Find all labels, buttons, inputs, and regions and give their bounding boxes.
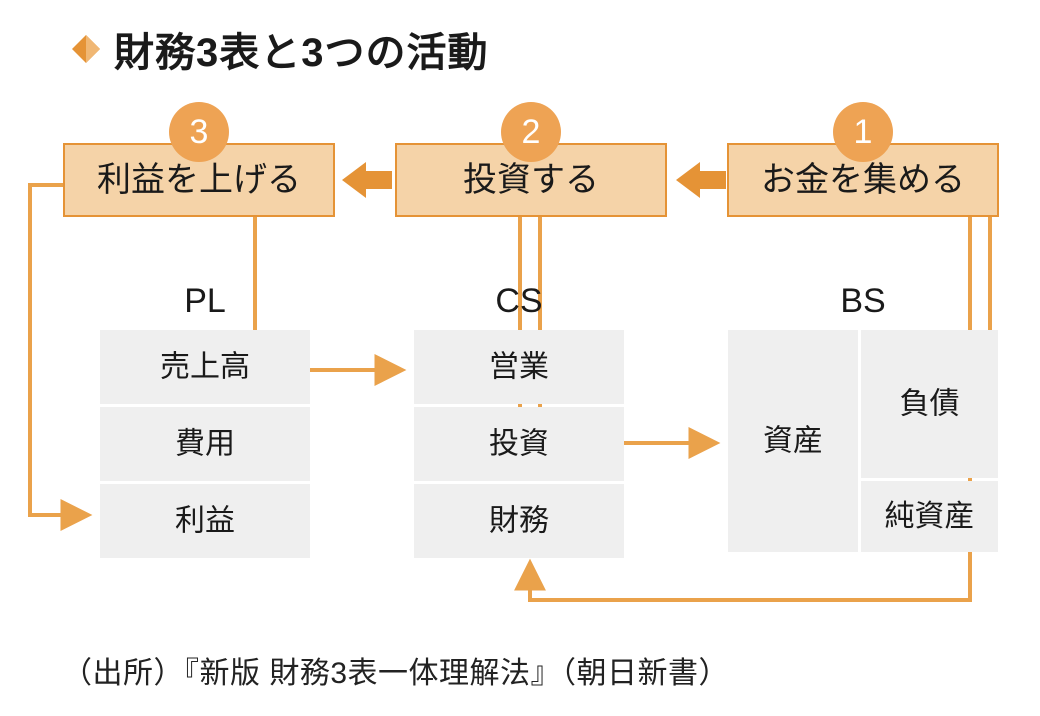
pl-label: PL [184, 282, 226, 320]
activity-number: 3 [190, 113, 209, 151]
activity-label: 利益を上げる [97, 161, 301, 199]
flow-arrow-icon [342, 162, 392, 198]
statement-tables: PL 売上高費用利益 CS 営業投資財務 BS 資産 負債純資産 [100, 282, 998, 558]
bs-label: BS [840, 282, 885, 320]
activity-label: お金を集める [761, 161, 965, 199]
activity-boxes: 利益を上げる 3 投資する 2 お金を集める 1 [64, 102, 998, 216]
activity-number: 1 [854, 113, 873, 151]
activity-2: 投資する 2 [396, 102, 666, 216]
cs-row-1-text: 投資 [489, 428, 549, 461]
pl-row-2-text: 利益 [175, 505, 235, 538]
act3-to-pl-profit [30, 185, 86, 515]
bs-asset-text: 資産 [763, 425, 823, 458]
pl-row-0-text: 売上高 [160, 351, 250, 384]
activity-number: 2 [522, 113, 541, 151]
activity-label: 投資する [463, 161, 599, 199]
bs-debt-text: 負債 [900, 388, 960, 421]
activity-1: お金を集める 1 [728, 102, 998, 216]
cs-row-2-text: 財務 [489, 505, 549, 538]
flow-arrow-icon [676, 162, 726, 198]
activity-3: 利益を上げる 3 [64, 102, 334, 216]
pl-row-1-text: 費用 [175, 428, 235, 461]
source-caption: （出所）『新版 財務3表一体理解法』（朝日新書） [62, 648, 729, 692]
cs-row-0-text: 営業 [489, 351, 549, 384]
cs-label: CS [495, 282, 542, 320]
bs-equity-text: 純資産 [885, 500, 975, 533]
diagram-canvas: 利益を上げる 3 投資する 2 お金を集める 1 PL 売上高費用利益 CS 営業投資財務 BS 資… [0, 0, 1040, 640]
